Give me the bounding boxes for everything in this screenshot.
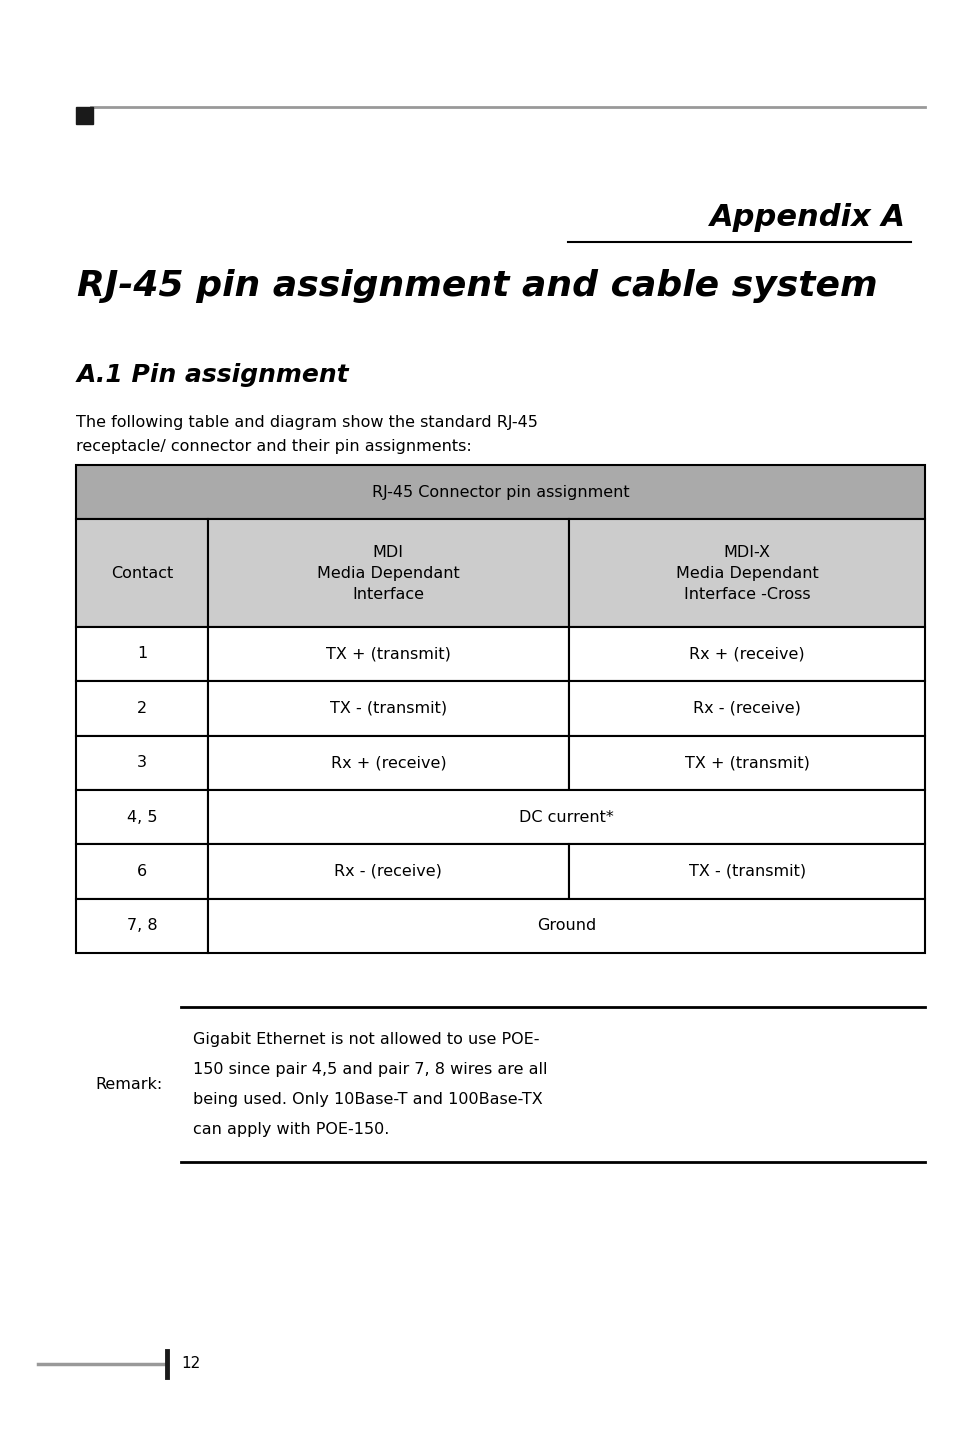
Text: TX - (transmit): TX - (transmit) — [688, 864, 804, 879]
Bar — [208, 627, 568, 681]
Bar — [76, 107, 93, 124]
Text: The following table and diagram show the standard RJ-45: The following table and diagram show the… — [76, 415, 537, 429]
Text: can apply with POE-150.: can apply with POE-150. — [193, 1122, 389, 1138]
Text: TX + (transmit): TX + (transmit) — [326, 647, 451, 661]
Text: Rx + (receive): Rx + (receive) — [688, 647, 804, 661]
Text: 6: 6 — [137, 864, 147, 879]
Text: Rx + (receive): Rx + (receive) — [330, 756, 446, 770]
Bar — [208, 681, 568, 736]
Bar — [568, 519, 924, 627]
Text: Gigabit Ethernet is not allowed to use POE-: Gigabit Ethernet is not allowed to use P… — [193, 1032, 538, 1047]
Text: 12: 12 — [181, 1357, 200, 1371]
Text: Remark:: Remark: — [95, 1078, 162, 1092]
Text: receptacle/ connector and their pin assignments:: receptacle/ connector and their pin assi… — [76, 439, 472, 454]
Bar — [208, 519, 568, 627]
Bar — [208, 844, 568, 899]
Text: 4, 5: 4, 5 — [127, 810, 157, 824]
Text: Contact: Contact — [111, 565, 173, 581]
Text: 150 since pair 4,5 and pair 7, 8 wires are all: 150 since pair 4,5 and pair 7, 8 wires a… — [193, 1062, 547, 1078]
Text: 7, 8: 7, 8 — [127, 919, 157, 933]
Bar — [568, 681, 924, 736]
Bar — [76, 627, 208, 681]
Text: RJ-45 pin assignment and cable system: RJ-45 pin assignment and cable system — [76, 269, 877, 303]
Text: 3: 3 — [137, 756, 147, 770]
Text: being used. Only 10Base-T and 100Base-TX: being used. Only 10Base-T and 100Base-TX — [193, 1092, 542, 1108]
Bar — [76, 681, 208, 736]
Bar — [208, 736, 568, 790]
Text: Ground: Ground — [537, 919, 596, 933]
Text: DC current*: DC current* — [518, 810, 614, 824]
Bar — [76, 790, 208, 844]
Text: 1: 1 — [137, 647, 147, 661]
Text: TX + (transmit): TX + (transmit) — [684, 756, 809, 770]
Bar — [568, 627, 924, 681]
Bar — [208, 899, 924, 953]
Bar — [76, 465, 924, 519]
Bar — [76, 736, 208, 790]
Text: RJ-45 Connector pin assignment: RJ-45 Connector pin assignment — [372, 485, 629, 499]
Bar — [76, 899, 208, 953]
Bar — [76, 519, 208, 627]
Text: 2: 2 — [137, 701, 147, 716]
Text: A.1 Pin assignment: A.1 Pin assignment — [76, 363, 349, 386]
Text: TX - (transmit): TX - (transmit) — [330, 701, 446, 716]
Bar — [568, 844, 924, 899]
Bar — [208, 790, 924, 844]
Text: MDI-X
Media Dependant
Interface -Cross: MDI-X Media Dependant Interface -Cross — [675, 545, 818, 601]
Text: Rx - (receive): Rx - (receive) — [335, 864, 442, 879]
Text: Appendix A: Appendix A — [710, 203, 905, 232]
Bar — [568, 736, 924, 790]
Text: Rx - (receive): Rx - (receive) — [693, 701, 801, 716]
Bar — [76, 844, 208, 899]
Text: MDI
Media Dependant
Interface: MDI Media Dependant Interface — [316, 545, 459, 601]
